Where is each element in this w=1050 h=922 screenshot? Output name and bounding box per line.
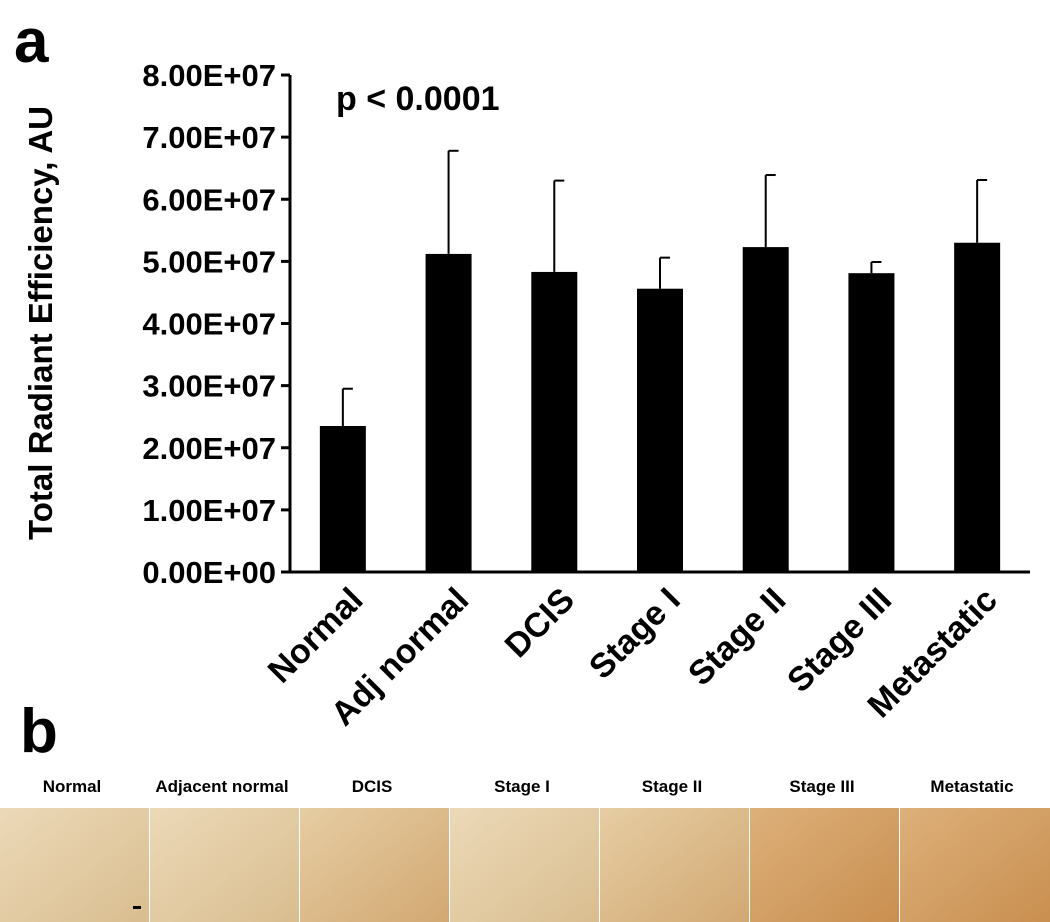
- bar: [425, 253, 472, 573]
- image: [900, 808, 1050, 922]
- bar: [742, 247, 789, 572]
- annotation: p < 0.0001: [336, 80, 500, 118]
- y-tick-label: 2.00E+07: [142, 431, 276, 466]
- y-tick-label: 6.00E+07: [142, 182, 276, 217]
- bar: [319, 426, 366, 572]
- y-tick-label: 3.00E+07: [142, 369, 276, 404]
- image-label: Stage I: [494, 777, 550, 796]
- image-label: Stage II: [642, 777, 702, 796]
- image: [750, 808, 899, 922]
- bar: [637, 288, 683, 572]
- y-tick-label: 5.00E+07: [142, 244, 276, 279]
- error-bar: [764, 174, 776, 248]
- x-tick-label: Stage I: [582, 581, 688, 687]
- image: [600, 808, 749, 922]
- image-label: Adjacent normal: [155, 777, 288, 796]
- y-tick-label: 8.00E+07: [142, 58, 276, 93]
- error-bar: [976, 178, 988, 243]
- image-strip: [0, 808, 1050, 922]
- image: [150, 808, 299, 922]
- bar: [954, 242, 1001, 573]
- image: [450, 808, 599, 922]
- bar: [531, 271, 578, 572]
- image-label: Stage III: [789, 777, 854, 796]
- image: [300, 808, 449, 922]
- error-bar: [659, 256, 670, 289]
- x-tick-label: Stage II: [681, 581, 793, 693]
- y-tick-label: 0.00E+00: [142, 555, 276, 590]
- error-bar: [447, 149, 459, 254]
- y-tick-label: 4.00E+07: [142, 307, 276, 342]
- y-tick-label: 1.00E+07: [142, 493, 276, 528]
- image-label: Metastatic: [930, 777, 1013, 796]
- panel-label: b: [20, 697, 58, 766]
- scale-bar: [133, 906, 141, 909]
- error-bar: [341, 387, 353, 427]
- panel-label: a: [14, 7, 49, 76]
- image: [0, 808, 149, 922]
- y-tick-label: 7.00E+07: [142, 120, 276, 155]
- image-label: Normal: [43, 777, 102, 796]
- error-bar: [553, 179, 565, 272]
- y-axis-label: Total Radiant Efficiency, AU: [22, 106, 59, 540]
- x-tick-label: Normal: [261, 581, 371, 691]
- error-bar: [870, 260, 882, 274]
- image-label: DCIS: [352, 777, 393, 796]
- x-tick-label: DCIS: [498, 581, 582, 665]
- bar: [848, 273, 895, 572]
